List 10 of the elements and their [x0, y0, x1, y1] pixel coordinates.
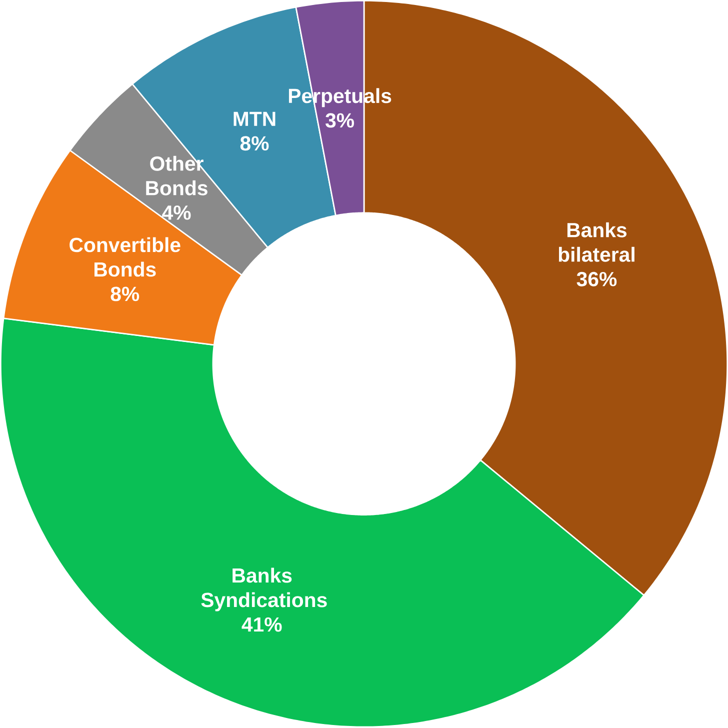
slice-label: Convertible Bonds	[70, 237, 180, 277]
data-label: 36%	[576, 272, 617, 287]
data-label: 3%	[326, 113, 354, 128]
data-label: 4%	[162, 206, 191, 220]
slice-label: MTN	[234, 112, 276, 126]
slice-label: Banks Syndications	[201, 568, 327, 612]
slice-label: Banks bilateral	[558, 222, 634, 262]
data-label: 41%	[242, 618, 282, 632]
data-label: 8%	[110, 286, 140, 302]
data-label: 8%	[240, 136, 269, 151]
